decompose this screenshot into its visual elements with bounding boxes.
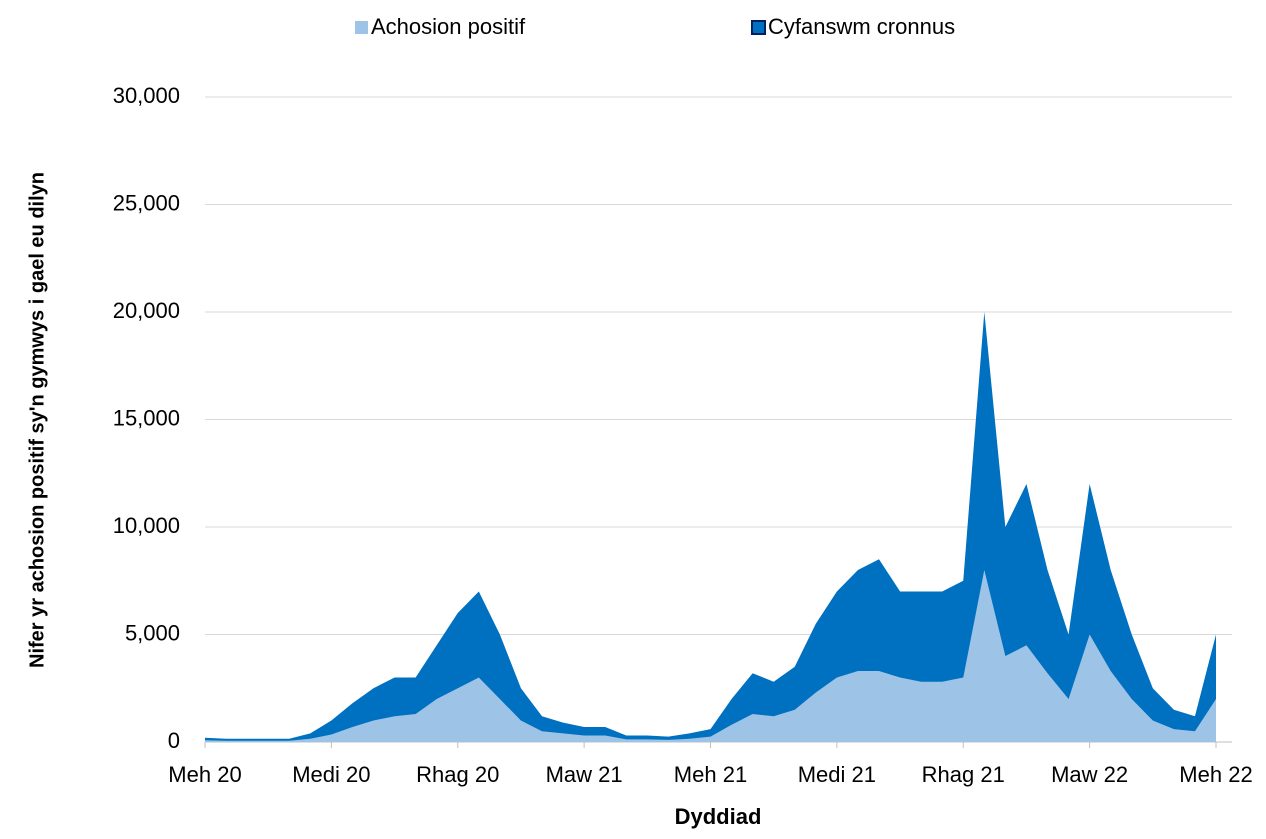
legend-label: Cyfanswm cronnus xyxy=(768,14,955,39)
area xyxy=(205,570,1216,742)
x-tick-label: Meh 22 xyxy=(1179,762,1252,787)
x-tick-label: Maw 22 xyxy=(1051,762,1128,787)
x-tick-label: Rhag 21 xyxy=(922,762,1005,787)
legend-label: Achosion positif xyxy=(371,14,526,39)
x-tick-label: Medi 21 xyxy=(798,762,876,787)
legend-swatch xyxy=(355,21,368,34)
x-tick-label: Meh 20 xyxy=(168,762,241,787)
y-axis-title: Nifer yr achosion positif sy'n gymwys i … xyxy=(26,172,48,668)
y-tick-label: 20,000 xyxy=(113,298,180,323)
x-tick-label: Maw 21 xyxy=(546,762,623,787)
x-tick-label: Rhag 20 xyxy=(416,762,499,787)
y-tick-label: 0 xyxy=(168,728,180,753)
x-axis-title: Dyddiad xyxy=(675,804,762,829)
area xyxy=(205,312,1216,742)
y-tick-label: 15,000 xyxy=(113,405,180,430)
x-tick-label: Meh 21 xyxy=(674,762,747,787)
y-tick-label: 30,000 xyxy=(113,83,180,108)
x-tick-label: Medi 20 xyxy=(292,762,370,787)
y-tick-label: 10,000 xyxy=(113,513,180,538)
y-tick-label: 25,000 xyxy=(113,190,180,215)
legend-swatch xyxy=(751,20,766,35)
y-tick-label: 5,000 xyxy=(125,620,180,645)
